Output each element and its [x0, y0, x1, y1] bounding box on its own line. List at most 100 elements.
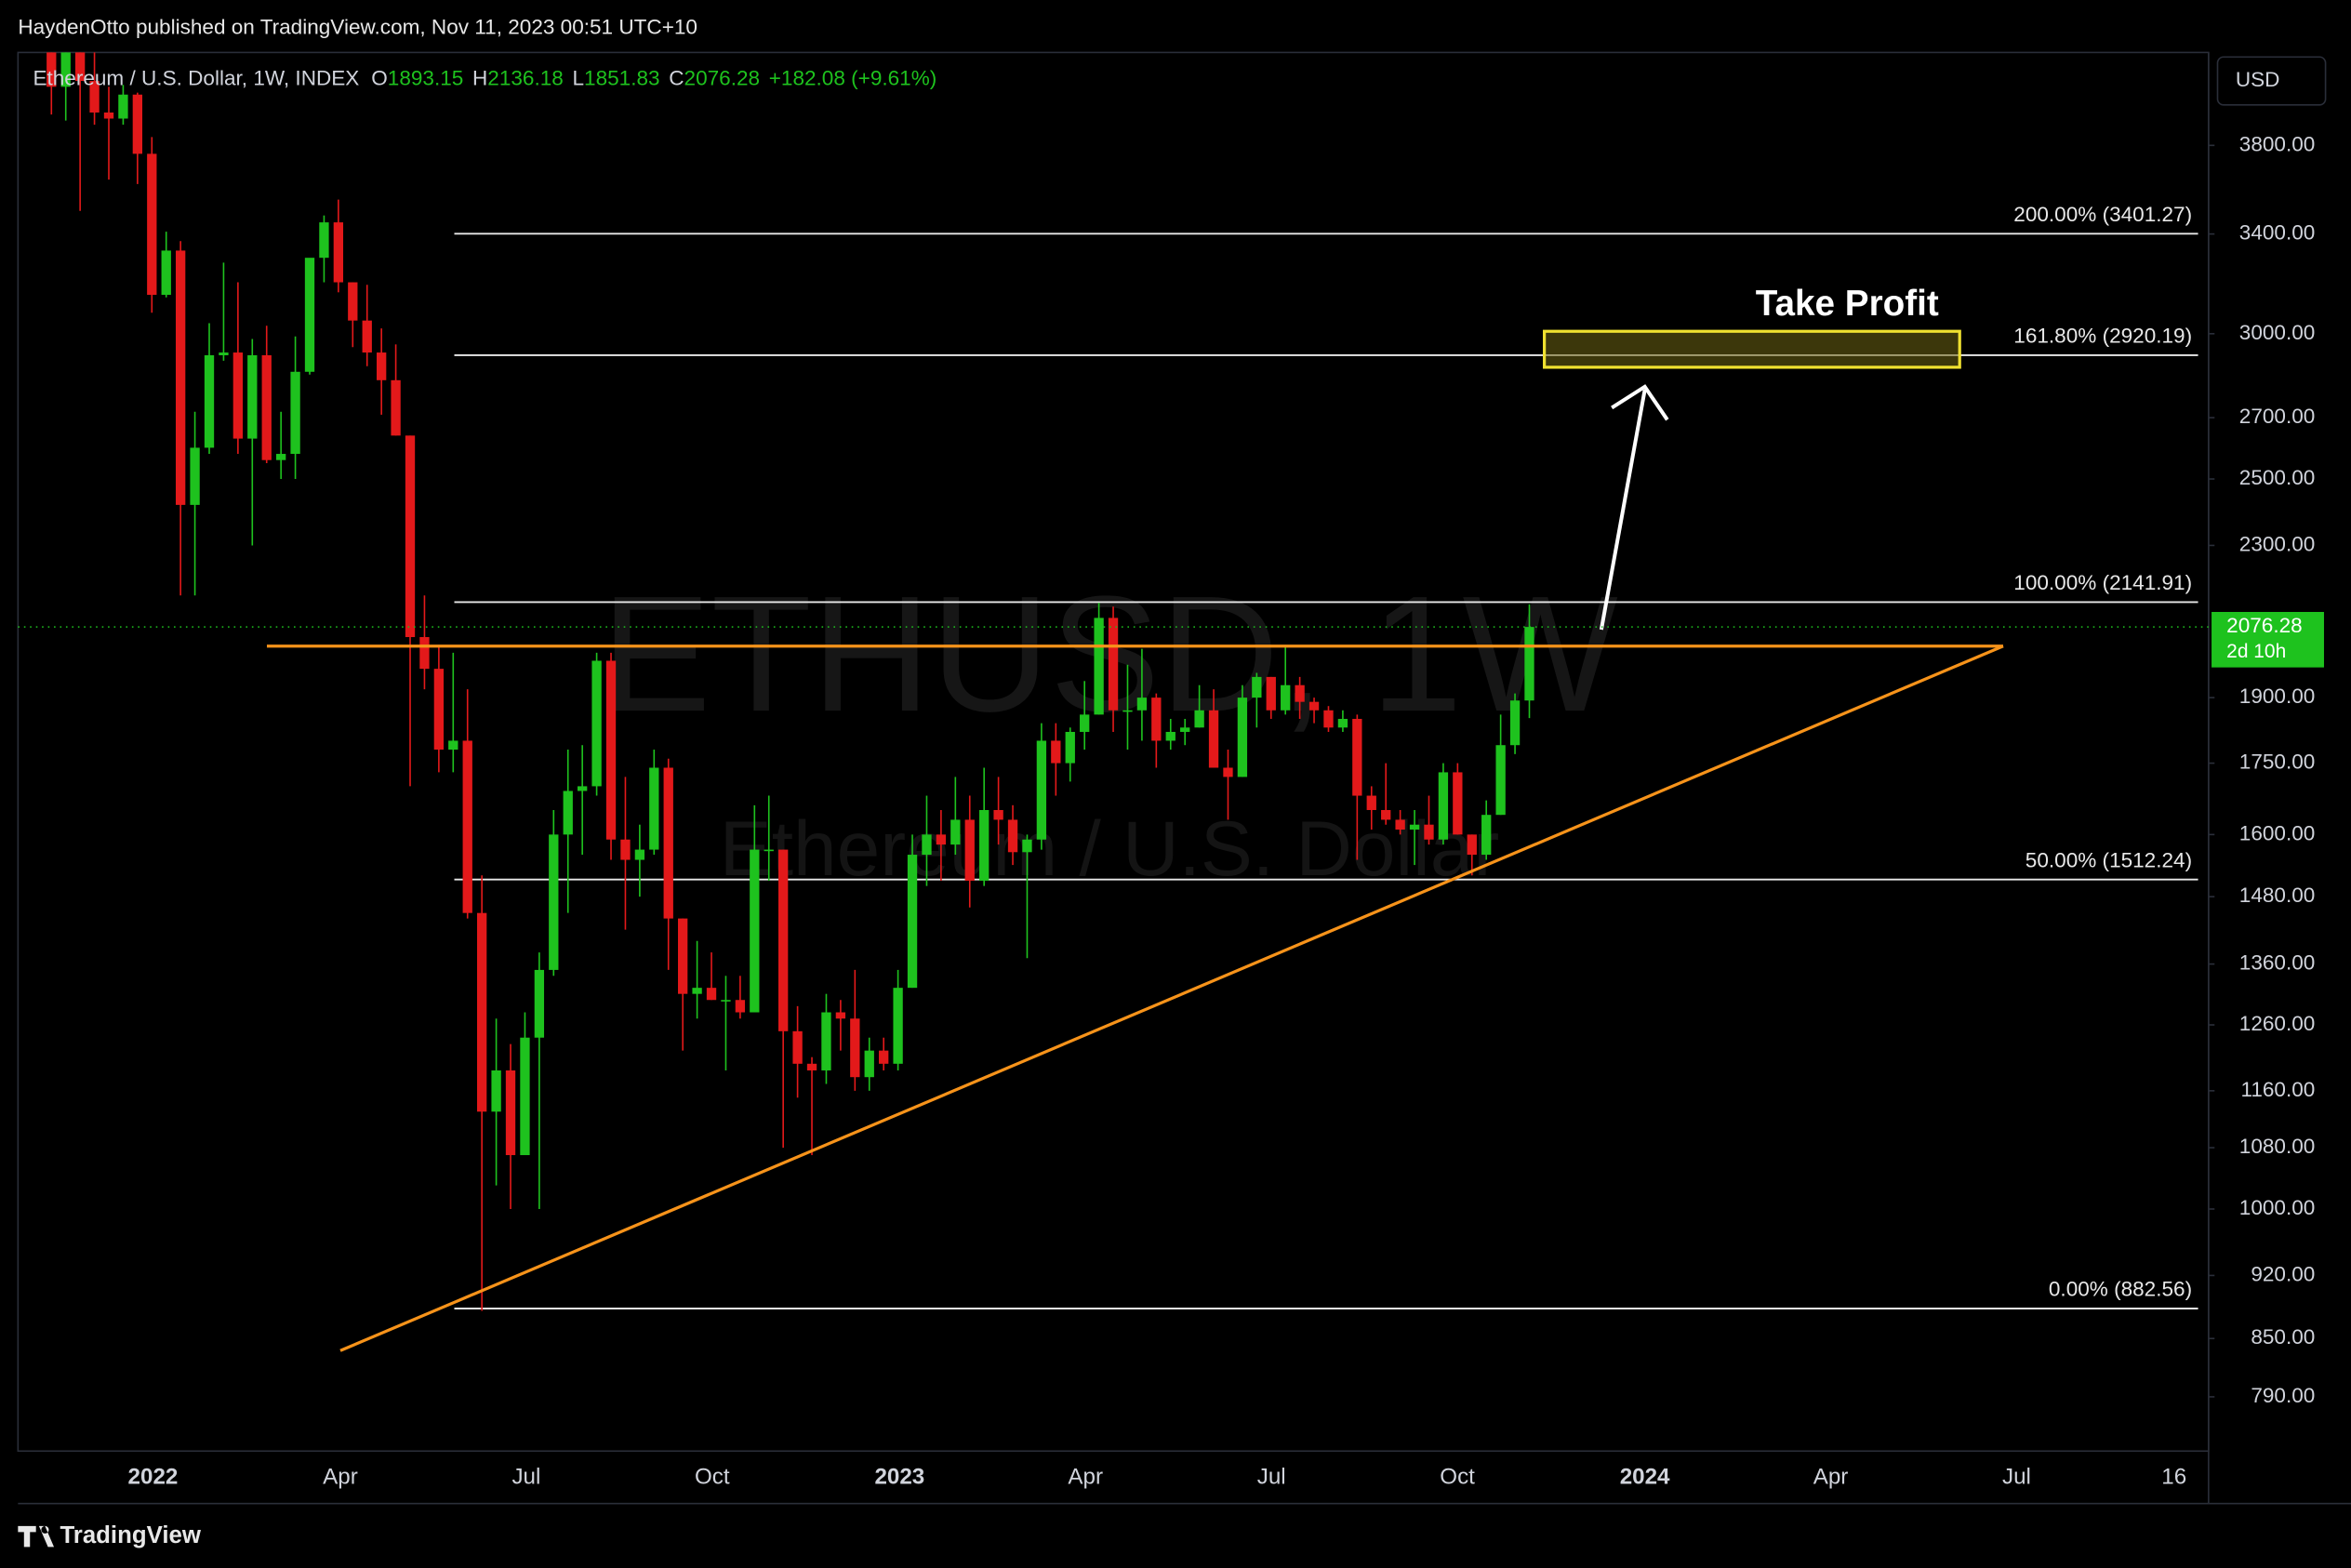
candle-body: [591, 660, 602, 787]
candle-body: [534, 969, 545, 1038]
candle-body: [663, 767, 673, 919]
level-label: 100.00% (2141.91): [2013, 571, 2192, 594]
ohlc-label: C: [669, 66, 684, 89]
candle-body: [261, 354, 272, 460]
candle-body: [764, 849, 774, 852]
candle-body: [419, 637, 430, 670]
ohlc-value: 1893.15: [388, 66, 464, 89]
level-label: 0.00% (882.56): [2049, 1278, 2192, 1301]
candle-body: [491, 1070, 501, 1112]
candle-body: [721, 1000, 731, 1002]
currency-button[interactable]: [2216, 56, 2327, 106]
candle-body: [1481, 815, 1492, 856]
candle-body: [1208, 710, 1219, 768]
ohlc-label: L: [572, 66, 584, 89]
y-axis: 790.00 850.00 920.00 1000.00 1080.00 1160.00 1…: [2208, 132, 2316, 1407]
candle-body: [1136, 698, 1148, 711]
candle-body: [1395, 819, 1405, 831]
x-tick-label: Apr: [1813, 1465, 1849, 1490]
candle-body: [190, 447, 200, 505]
candle-body: [1165, 731, 1176, 741]
candle-body: [333, 222, 344, 283]
y-tick-label: 790.00: [2251, 1384, 2315, 1407]
candle-body: [678, 918, 688, 994]
trend-line: [339, 644, 2004, 1352]
candles: [46, 52, 1534, 1311]
y-tick-label: 1160.00: [2240, 1078, 2315, 1101]
level-label: 161.80% (2920.19): [2013, 325, 2192, 348]
candle-body: [118, 94, 128, 119]
y-tick-label: 1600.00: [2239, 821, 2316, 844]
countdown: 2d 10h: [2226, 641, 2286, 662]
arrow-head: [1611, 384, 1669, 421]
candle-body: [161, 250, 171, 296]
candle-body: [175, 250, 186, 505]
candle-body: [1352, 718, 1362, 796]
candle-body: [1022, 839, 1032, 853]
ohlc-value: 2136.18: [487, 66, 564, 89]
level-label: 200.00% (3401.27): [2013, 203, 2192, 226]
candle-body: [505, 1070, 516, 1156]
candle-body: [1467, 834, 1477, 856]
candle-body: [706, 988, 717, 1001]
arrow: [1599, 389, 1647, 631]
candle-body: [1051, 740, 1061, 764]
candle-body: [879, 1050, 889, 1064]
candle-body: [1453, 772, 1463, 835]
symbol: Ethereum / U.S. Dollar, 1W, INDEX: [33, 66, 359, 89]
candle-body: [936, 834, 947, 845]
currency-label[interactable]: USD: [2236, 68, 2280, 91]
candle-body: [549, 834, 559, 970]
x-tick-label: 16: [2161, 1465, 2186, 1490]
y-tick-label: 2500.00: [2239, 466, 2316, 489]
candle-body: [950, 819, 961, 845]
candle-body: [1281, 684, 1291, 711]
candle-body: [1266, 676, 1276, 711]
x-tick-label: Jul: [511, 1465, 540, 1490]
candle-body: [1337, 718, 1348, 728]
candle-body: [1509, 700, 1521, 746]
candle-body: [1194, 710, 1204, 728]
price-tag-box: [2212, 612, 2324, 668]
candle-body: [692, 988, 702, 994]
y-tick-label: 3400.00: [2239, 221, 2316, 245]
x-tick-label: Jul: [1257, 1465, 1286, 1490]
candle-body: [1524, 627, 1534, 701]
candle-body: [1065, 731, 1075, 764]
candle-body: [60, 52, 71, 87]
level-label: 50.00% (1512.24): [2026, 848, 2192, 871]
ohlc-label: O: [371, 66, 388, 89]
candle-body: [1308, 701, 1320, 711]
x-tick-label: 2022: [128, 1465, 179, 1490]
candle-body: [850, 1018, 860, 1078]
x-tick-label: Oct: [695, 1465, 730, 1490]
candle-body: [1252, 676, 1262, 698]
candle-body: [204, 354, 215, 448]
y-tick-label: 1260.00: [2239, 1012, 2316, 1035]
take-profit-box: [1543, 329, 1961, 369]
candle-body: [735, 1000, 746, 1013]
price-tag: 2076.28 2d 10h: [18, 612, 2324, 668]
candle-body: [219, 352, 229, 355]
y-tick-label: 850.00: [2251, 1325, 2315, 1349]
candle-body: [433, 669, 445, 751]
y-tick-label: 1080.00: [2239, 1135, 2316, 1158]
candle-body: [304, 258, 315, 372]
candle-body: [821, 1012, 831, 1070]
candle-body: [979, 809, 990, 881]
x-tick-label: Apr: [1068, 1465, 1103, 1490]
candle-body: [1007, 819, 1018, 853]
candle-body: [348, 282, 358, 321]
candle-body: [376, 352, 387, 380]
y-tick-label: 1480.00: [2239, 884, 2316, 907]
candle-body: [1323, 710, 1334, 728]
candle-body: [1295, 684, 1305, 702]
candle-body: [563, 791, 573, 835]
candle-body: [46, 52, 57, 87]
candle-body: [391, 379, 401, 436]
plot-area: [17, 51, 2210, 1453]
candle-body: [1424, 824, 1434, 840]
symbol-header: Ethereum / U.S. Dollar, 1W, INDEX O1893.1…: [33, 66, 936, 89]
